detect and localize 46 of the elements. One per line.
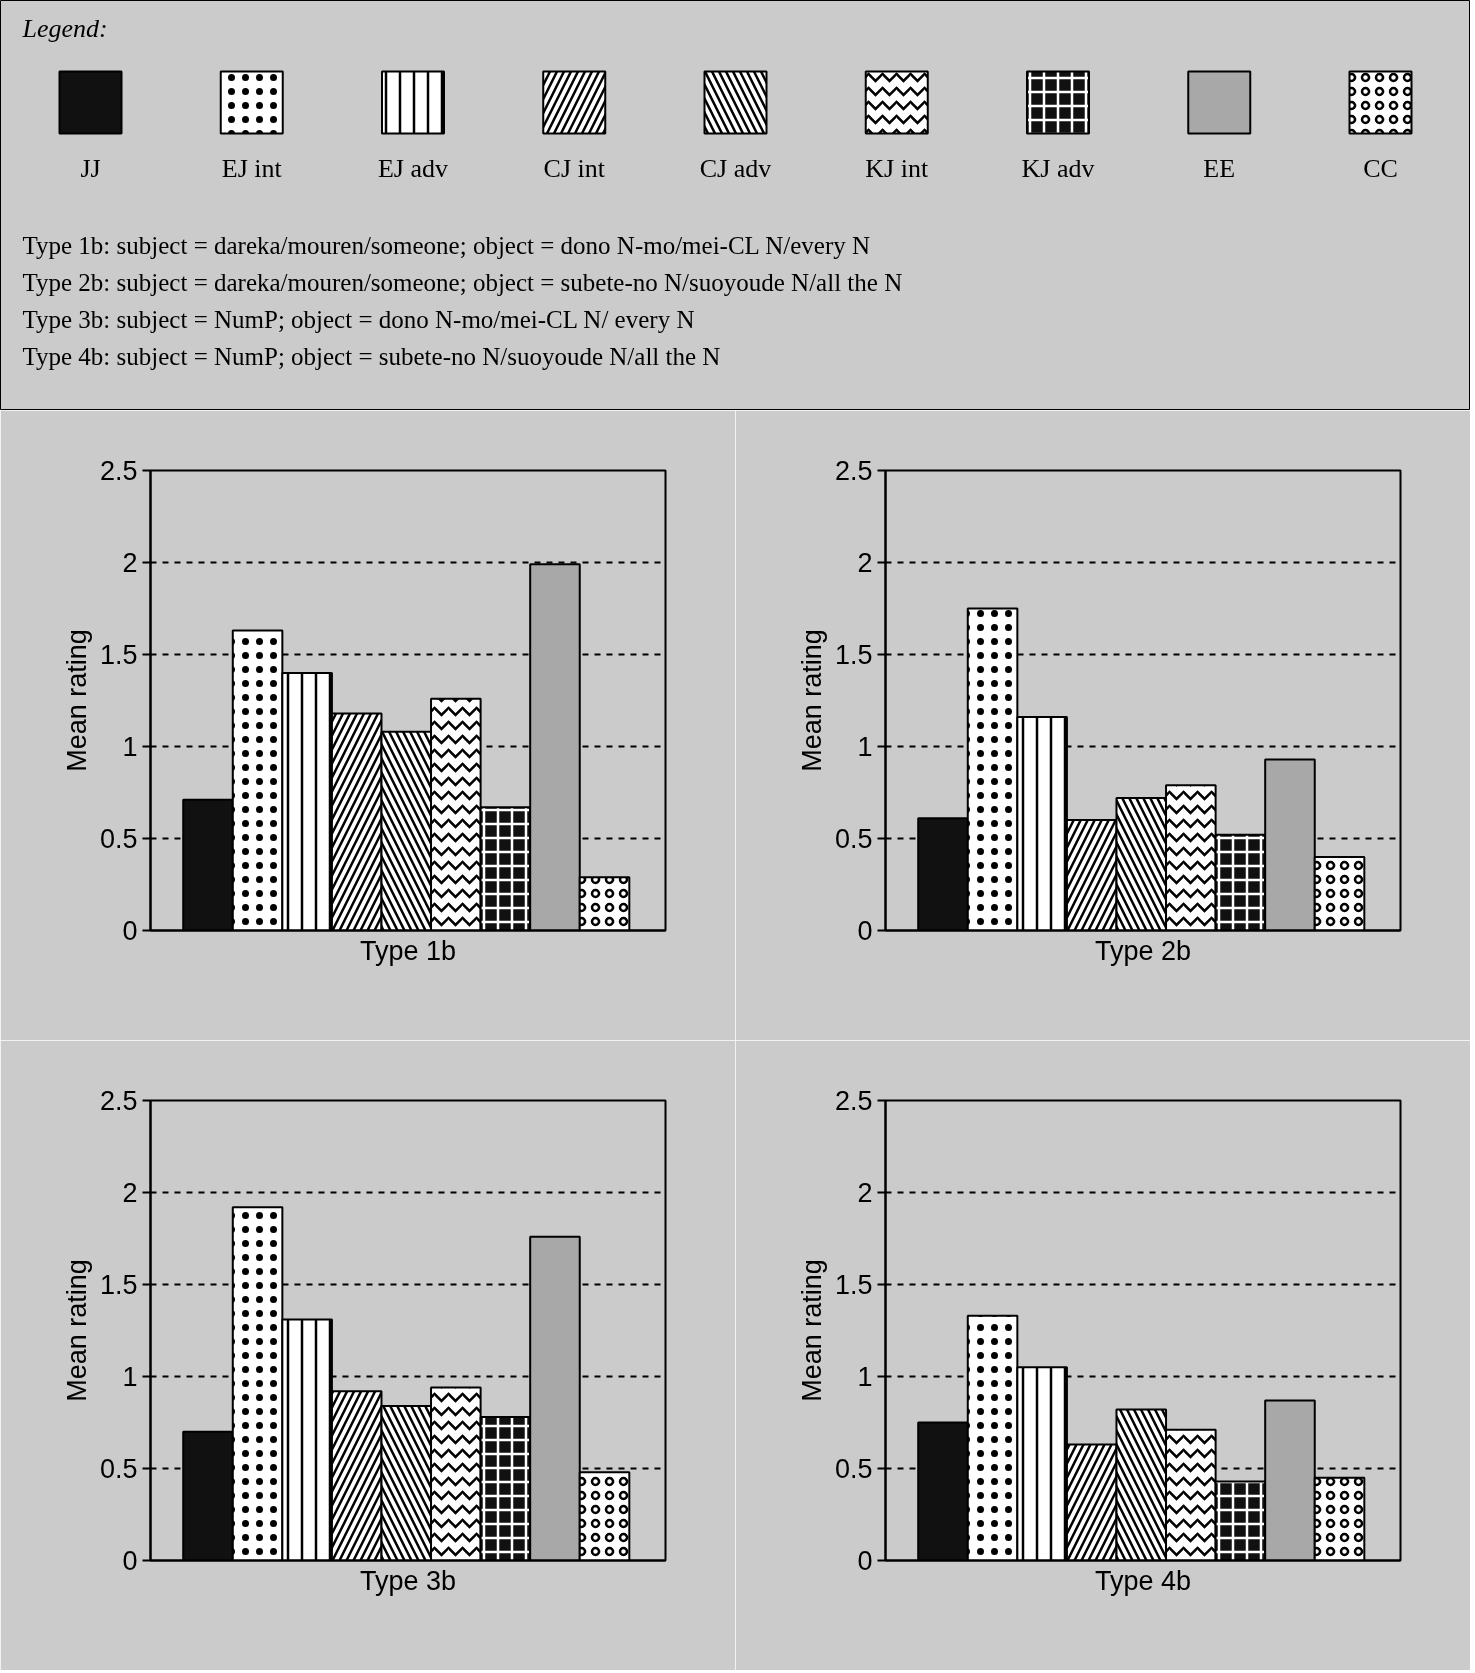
- y-tick-label: 2: [122, 1178, 138, 1208]
- y-axis-title: Mean rating: [796, 629, 827, 772]
- legend-label: EE: [1203, 154, 1236, 183]
- y-tick-label: 1: [122, 732, 138, 762]
- y-tick-label: 2.5: [834, 456, 873, 486]
- y-tick-label: 2.5: [834, 1086, 873, 1116]
- y-tick-label: 1.5: [834, 1270, 873, 1300]
- y-tick-label: 2.5: [99, 456, 138, 486]
- y-axis-title: Mean rating: [61, 1259, 92, 1402]
- y-tick-label: 2.5: [99, 1086, 138, 1116]
- text: Type 2b: subject = dareka/mouren/someone; object = subete-no N/suoyoude N/all the N: [22, 269, 903, 296]
- y-tick-label: 0: [857, 916, 873, 946]
- y-tick-label: 0: [122, 1546, 138, 1576]
- y-axis-title: Mean rating: [61, 629, 92, 772]
- y-tick-label: 1.5: [834, 640, 873, 670]
- y-tick-label: 0.5: [834, 824, 873, 854]
- legend-title: Legend:: [21, 14, 108, 43]
- y-tick-label: 0.5: [99, 1454, 138, 1484]
- y-tick-label: 2: [122, 548, 138, 578]
- legend-label: EJ adv: [377, 154, 449, 183]
- legend-label: CC: [1363, 154, 1398, 183]
- x-axis-title: Type 4b: [1094, 1565, 1192, 1596]
- y-tick-label: 1: [857, 1362, 873, 1392]
- x-axis-title: Type 2b: [1094, 935, 1192, 966]
- x-axis-title: Type 3b: [359, 1565, 457, 1596]
- legend-label: KJ int: [865, 154, 929, 183]
- legend-label: JJ: [80, 154, 101, 183]
- y-tick-label: 2: [857, 548, 873, 578]
- text: Type 1b: subject = dareka/mouren/someone; object = dono N-mo/mei-CL N/every N: [22, 232, 871, 259]
- legend-label: CJ int: [543, 154, 606, 183]
- y-tick-label: 2: [857, 1178, 873, 1208]
- y-tick-label: 1.5: [99, 640, 138, 670]
- y-tick-label: 0: [122, 916, 138, 946]
- legend-label: KJ adv: [1021, 154, 1095, 183]
- y-tick-label: 0.5: [99, 824, 138, 854]
- y-tick-label: 1: [857, 732, 873, 762]
- text: Type 3b: subject = NumP; object = dono N-mo/mei-CL N/ every N: [22, 306, 695, 333]
- legend-label: EJ int: [221, 154, 283, 183]
- x-axis-title: Type 1b: [359, 935, 457, 966]
- legend-label: CJ adv: [699, 154, 772, 183]
- y-tick-label: 0: [857, 1546, 873, 1576]
- y-tick-label: 0.5: [834, 1454, 873, 1484]
- y-axis-title: Mean rating: [796, 1259, 827, 1402]
- text: Type 4b: subject = NumP; object = subete-no N/suoyoude N/all the N: [22, 343, 721, 370]
- y-tick-label: 1.5: [99, 1270, 138, 1300]
- y-tick-label: 1: [122, 1362, 138, 1392]
